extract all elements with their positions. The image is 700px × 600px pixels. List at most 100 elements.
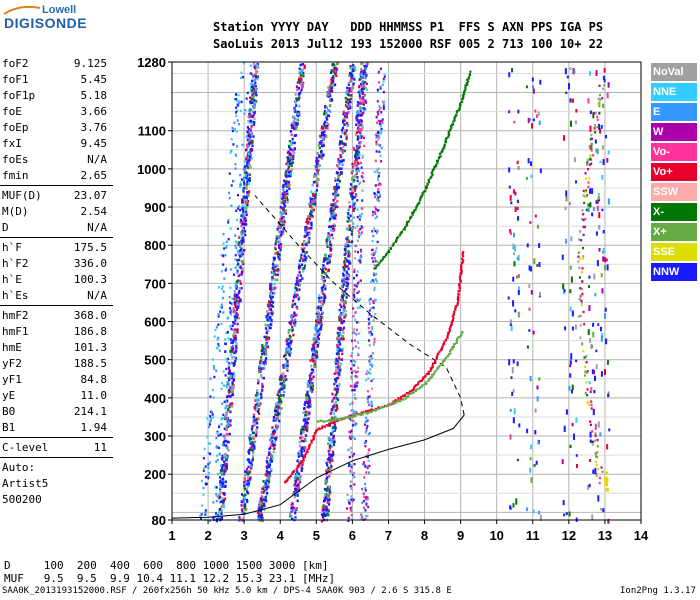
echo-point — [351, 186, 354, 189]
echo-point — [220, 467, 224, 471]
echo-point — [335, 187, 338, 191]
echo-point — [360, 113, 364, 117]
echo-point — [359, 256, 362, 259]
noise-point — [538, 243, 541, 248]
echo-point — [270, 297, 273, 301]
echo-point — [336, 200, 339, 203]
echo-point — [359, 141, 362, 144]
trace-point-x — [415, 205, 418, 208]
echo-point — [259, 392, 262, 396]
echo-point — [352, 436, 355, 439]
noise-point — [528, 284, 531, 288]
trace-point-vo — [422, 376, 425, 379]
echo-point — [348, 501, 351, 504]
trace-point-x — [367, 411, 370, 414]
echo-point — [315, 340, 318, 344]
echo-point — [341, 312, 344, 316]
trace-point-x — [355, 413, 358, 416]
echo-point — [345, 91, 348, 94]
echo-point — [288, 153, 291, 157]
echo-point — [349, 403, 352, 406]
echo-point — [290, 168, 293, 171]
param-value: 214.1 — [73, 405, 107, 418]
echo-point — [328, 233, 332, 237]
echo-point — [205, 482, 208, 486]
echo-point — [342, 304, 346, 308]
echo-point — [354, 149, 358, 153]
echo-point — [223, 437, 227, 441]
echo-point — [324, 258, 327, 262]
echo-point — [247, 469, 251, 473]
noise-point — [602, 103, 605, 108]
trace-point-x — [407, 220, 410, 223]
trace-point-vo — [287, 477, 290, 480]
echo-point — [256, 378, 260, 382]
echo-point — [252, 94, 255, 98]
echo-point — [359, 248, 362, 252]
echo-point — [277, 390, 280, 394]
echo-point — [341, 279, 344, 283]
echo-point — [245, 135, 248, 138]
trace-point-vo — [459, 279, 462, 283]
noise-point — [569, 289, 572, 294]
noise-point — [570, 236, 573, 242]
echo-point — [245, 467, 249, 471]
echo-point — [327, 232, 330, 235]
echo-point — [276, 425, 279, 428]
echo-point — [309, 197, 312, 201]
noise-point — [590, 133, 593, 137]
echo-point — [324, 296, 327, 299]
noise-point — [601, 288, 604, 294]
echo-point — [361, 80, 364, 83]
echo-point — [258, 500, 261, 503]
trace-point-x — [460, 100, 464, 103]
echo-point — [357, 167, 360, 171]
echo-point — [298, 67, 301, 71]
trace-point-vo — [451, 315, 454, 318]
echo-point — [295, 127, 298, 130]
echo-point — [329, 455, 332, 459]
noise-point — [561, 459, 564, 465]
echo-point — [220, 512, 223, 516]
echo-point — [331, 426, 334, 430]
echo-point — [377, 167, 380, 170]
noise-point — [607, 391, 610, 397]
noise-point — [590, 149, 593, 152]
echo-point — [233, 355, 236, 359]
echo-point — [325, 510, 328, 514]
echo-point — [377, 174, 380, 178]
echo-point — [338, 331, 341, 335]
trace-point-x — [354, 415, 357, 418]
echo-point — [288, 187, 291, 190]
echo-point — [303, 425, 306, 428]
echo-point — [216, 338, 219, 341]
echo-point — [240, 242, 243, 245]
noise-point — [517, 166, 520, 170]
trace-point-vo — [448, 329, 451, 332]
echo-point — [359, 215, 362, 218]
noise-point — [513, 261, 516, 267]
echo-point — [342, 283, 345, 286]
echo-point — [316, 170, 319, 174]
echo-point — [203, 447, 206, 451]
echo-point — [317, 159, 320, 163]
echo-point — [213, 335, 216, 338]
echo-point — [365, 64, 368, 68]
echo-point — [369, 395, 372, 398]
echo-point — [305, 251, 308, 254]
trace-point-x — [430, 172, 433, 175]
trace-point-x — [437, 366, 440, 369]
echo-point — [376, 190, 379, 194]
echo-point — [361, 176, 364, 179]
echo-point — [250, 427, 254, 431]
echo-point — [234, 258, 237, 261]
echo-point — [358, 146, 361, 150]
echo-point — [341, 131, 344, 134]
trace-point-x — [374, 408, 378, 412]
trace-point-x — [449, 128, 452, 131]
echo-point — [232, 371, 236, 375]
echo-point — [238, 286, 241, 290]
echo-point — [231, 302, 234, 305]
noise-point — [596, 115, 599, 119]
echo-point — [331, 236, 335, 240]
